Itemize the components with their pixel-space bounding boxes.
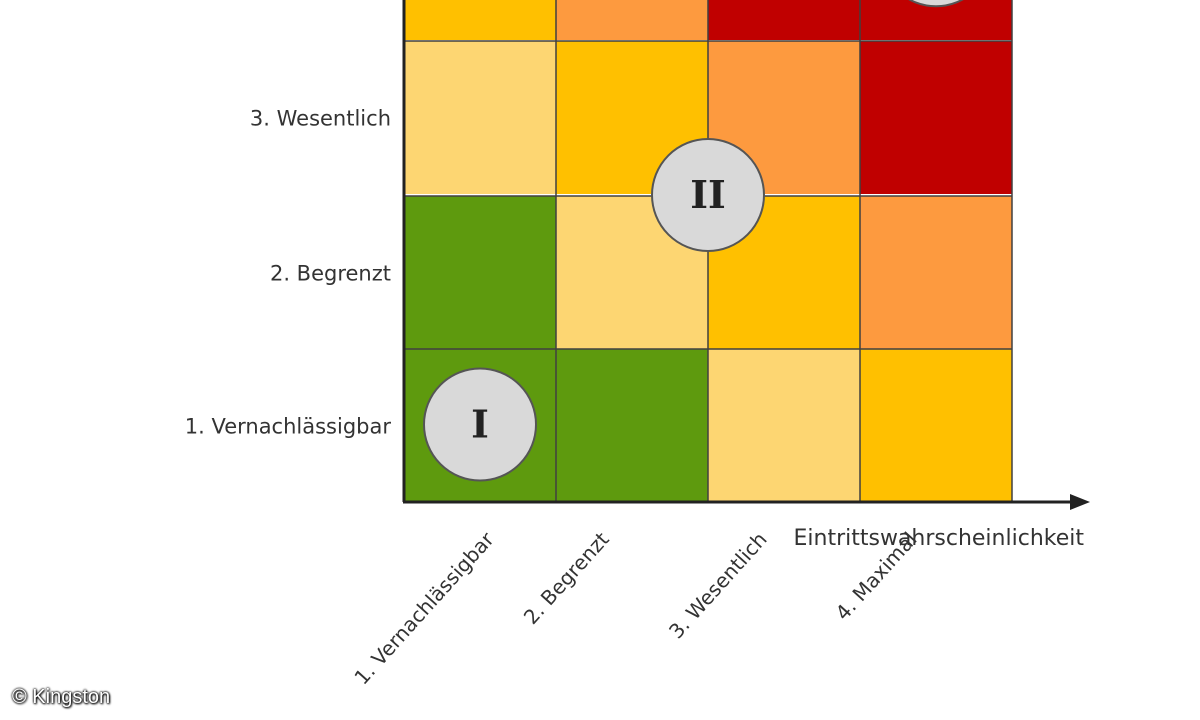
matrix-cell-r3-c3 <box>860 349 1012 502</box>
y-category-label: 2. Begrenzt <box>270 262 391 286</box>
x-axis-title: Eintrittswahrscheinlichkeit <box>793 526 1084 551</box>
risk-marker <box>651 138 765 252</box>
matrix-cell-r3-c1 <box>556 349 708 502</box>
x-category-label: 1. Vernachlässigbar <box>349 527 499 690</box>
image-credit: © Kingston <box>12 686 111 708</box>
matrix-cell-r1-c3 <box>860 41 1012 194</box>
matrix-cell-r2-c3 <box>860 196 1012 349</box>
matrix-cell-r1-c0 <box>404 41 556 194</box>
matrix-markers: III <box>423 0 964 482</box>
x-category-label: 2. Begrenzt <box>519 527 614 629</box>
matrix-cell-r3-c2 <box>708 349 860 502</box>
y-category-label: 3. Wesentlich <box>250 107 391 131</box>
y-category-label: 1. Vernachlässigbar <box>185 415 392 439</box>
risk-marker-label: I <box>471 402 489 447</box>
risk-marker <box>423 367 537 482</box>
risk-marker-label: II <box>690 172 726 217</box>
x-category-label: 3. Wesentlich <box>664 527 772 643</box>
matrix-cell-r2-c0 <box>404 196 556 349</box>
matrix-cell-r0-c0 <box>404 0 556 40</box>
matrix-axes <box>402 0 1090 510</box>
matrix-cell-r0-c2 <box>708 0 860 40</box>
risk-marker <box>908 0 964 8</box>
x-axis-arrowhead <box>1070 494 1090 510</box>
matrix-cell-r0-c1 <box>556 0 708 40</box>
